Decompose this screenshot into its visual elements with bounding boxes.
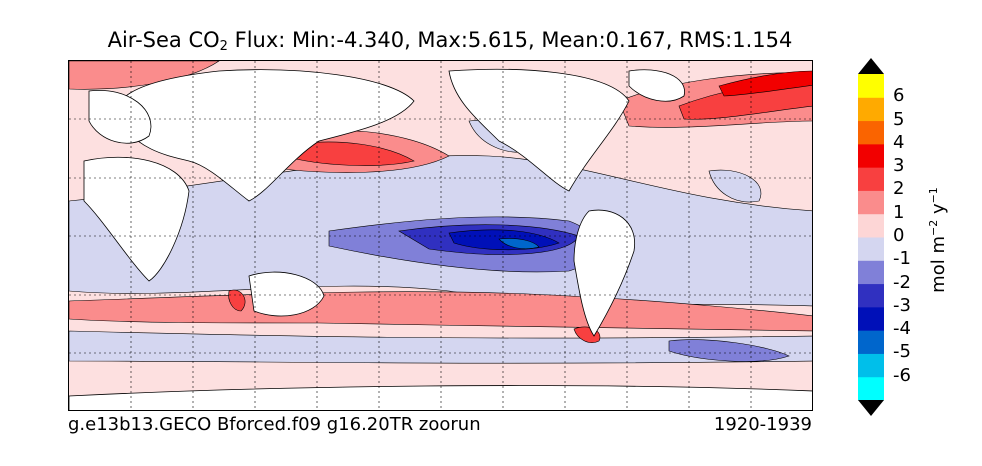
map-canvas xyxy=(69,61,812,410)
colorbar-segment xyxy=(858,97,884,122)
colorbar-tick-label: 0 xyxy=(893,225,905,246)
colorbar-segment xyxy=(858,190,884,215)
colorbar-tick-label: 6 xyxy=(893,85,905,107)
colorbar-extend-max xyxy=(858,58,884,74)
colorbar xyxy=(858,58,884,416)
north-america-land xyxy=(448,68,630,192)
europe-land xyxy=(88,89,152,144)
title-prefix: Air-Sea CO xyxy=(107,28,220,52)
colorbar-tick-label: -5 xyxy=(893,341,911,363)
map-title: Air-Sea CO2 Flux: Min:-4.340, Max:5.615,… xyxy=(0,28,900,54)
title-suffix: Flux: Min:-4.340, Max:5.615, Mean:0.167,… xyxy=(227,28,793,52)
colorbar-segment xyxy=(858,283,884,308)
colorbar-tick-label: -6 xyxy=(893,364,911,386)
colorbar-segment xyxy=(858,306,884,331)
colorbar-segment xyxy=(858,260,884,285)
nordic-seas-positive xyxy=(718,70,812,97)
kuroshio-strong-positive xyxy=(283,141,415,166)
colorbar-segment xyxy=(858,237,884,261)
colorbar-tick-label: -3 xyxy=(893,294,911,316)
north-atlantic-negative xyxy=(708,169,762,203)
units-exp-m: −2 xyxy=(927,219,940,236)
flux-map xyxy=(68,60,813,411)
case-name: g.e13b13.GECO Bforced.f09 g16.20TR zooru… xyxy=(68,414,481,435)
units-exp-y: −1 xyxy=(927,187,940,204)
colorbar-segment xyxy=(858,143,884,168)
colorbar-segment xyxy=(858,167,884,191)
colorbar-segment xyxy=(858,330,884,354)
south-atlantic-negative xyxy=(668,339,790,362)
colorbar-segment xyxy=(858,74,884,98)
colorbar-tick-label: 5 xyxy=(893,108,905,130)
colorbar-segment xyxy=(858,213,884,238)
greenland-land xyxy=(628,69,685,102)
colorbar-units-label: mol m−2 y−1 xyxy=(927,187,949,293)
colorbar-extend-min xyxy=(858,400,884,416)
title-subscript: 2 xyxy=(219,39,228,54)
australia-land xyxy=(248,271,325,317)
colorbar-segment xyxy=(858,353,884,378)
land-masses xyxy=(69,68,812,410)
colorbar-tick-label: 3 xyxy=(893,155,905,177)
time-period: 1920-1939 xyxy=(713,414,812,435)
colorbar-tick-label: 1 xyxy=(893,201,905,223)
colorbar-segment xyxy=(858,120,884,145)
units-mid: y xyxy=(928,203,949,220)
units-main: mol m xyxy=(928,236,949,293)
colorbar-tick-label: 2 xyxy=(893,178,905,200)
graticule xyxy=(69,61,812,410)
africa-land xyxy=(83,156,190,282)
colorbar-segments xyxy=(858,74,884,401)
colorbar-segment xyxy=(858,376,884,401)
southern-negative-band xyxy=(69,330,812,364)
pacific-peak-negative xyxy=(498,238,540,250)
colorbar-tick-label: -2 xyxy=(893,271,911,293)
colorbar-tick-label: -1 xyxy=(893,248,911,270)
colorbar-tick-label: -4 xyxy=(893,318,911,340)
colorbar-tick-label: 4 xyxy=(893,131,905,153)
south-america-land xyxy=(573,209,636,337)
